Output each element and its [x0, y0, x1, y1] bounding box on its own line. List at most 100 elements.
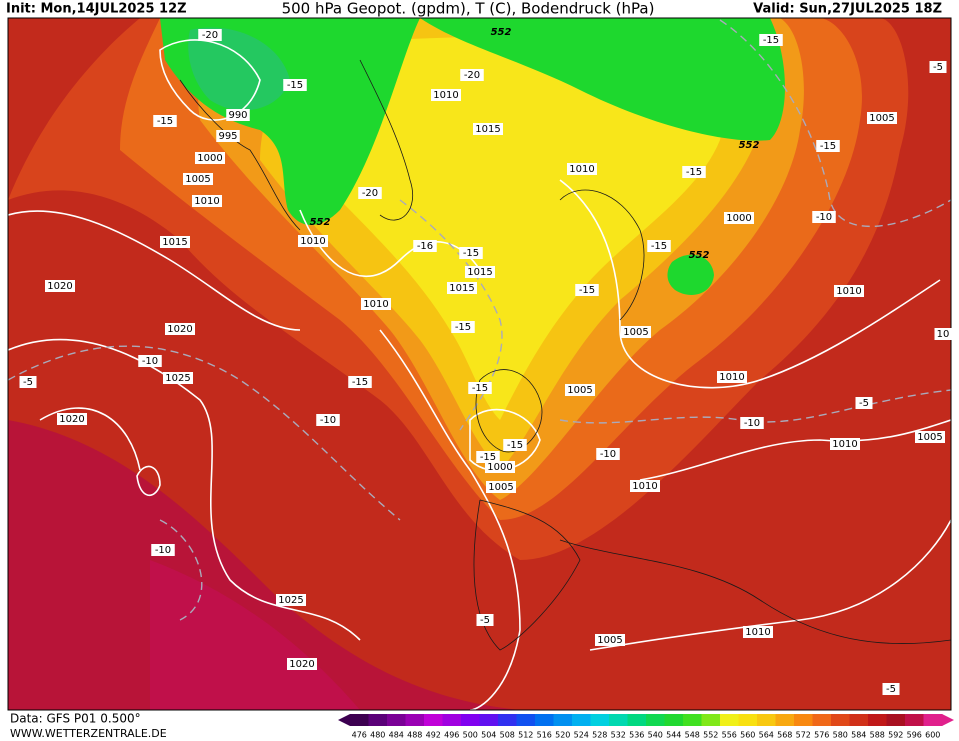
contour-label: 1010 [433, 90, 458, 101]
contour-label-box [759, 34, 783, 46]
contour-label-box [682, 166, 706, 178]
colorbar-cell [479, 714, 499, 726]
contour-label: -15 [157, 116, 173, 127]
colorbar-cell [664, 714, 684, 726]
contour-label-box [358, 187, 382, 199]
colorbar-cell [794, 714, 813, 726]
contour-label: 1005 [185, 174, 210, 185]
colorbar-label: 500 [463, 731, 478, 740]
contour-label: 552 [739, 140, 760, 151]
contour-label: 1005 [597, 635, 622, 646]
contour-label: 1010 [836, 286, 861, 297]
colorbar-label: 536 [629, 731, 644, 740]
map-title: 500 hPa Geopot. (gpdm), T (C), Bodendruc… [282, 0, 655, 18]
contour-label-box [198, 29, 222, 41]
contour-label-box [19, 376, 37, 388]
contour-label-box [740, 417, 764, 429]
contour-label: -5 [23, 377, 33, 388]
contour-label: 1010 [363, 299, 388, 310]
contour-label-box [183, 173, 213, 185]
contour-label: 1010 [745, 627, 770, 638]
contour-label-box [934, 328, 952, 340]
colorbar-cell [923, 714, 943, 726]
colorbar-label: 528 [592, 731, 607, 740]
contour-label: 1015 [467, 267, 492, 278]
colorbar-cell [775, 714, 795, 726]
contour-label: 1005 [917, 432, 942, 443]
contour-label-box [575, 284, 599, 296]
contour-label: -10 [155, 545, 171, 556]
contour-label: 552 [689, 250, 710, 261]
contour-label-box [459, 247, 483, 259]
contour-label-box [630, 480, 660, 492]
contour-label: 1020 [167, 324, 192, 335]
contour-label: -10 [744, 418, 760, 429]
colorbar-cell [424, 714, 443, 726]
contour-label-box [830, 438, 860, 450]
contour-label-box [647, 240, 671, 252]
contour-label-box [476, 451, 500, 463]
contour-label: 10 [937, 329, 950, 340]
contour-label: 1020 [47, 281, 72, 292]
contour-label: -15 [287, 80, 303, 91]
contour-label-box [316, 414, 340, 426]
contour-label-box [298, 235, 328, 247]
contour-label-box [743, 626, 773, 638]
contour-label-box [621, 326, 651, 338]
colorbar-cell [442, 714, 462, 726]
map-frame [7, 17, 952, 711]
contour-label-box [596, 448, 620, 460]
contour-label: -15 [480, 452, 496, 463]
colorbar-label: 576 [814, 731, 829, 740]
contour-label-box [465, 266, 495, 278]
data-source: Data: GFS P01 0.500° [10, 712, 141, 726]
contour-label: -15 [651, 241, 667, 252]
contour-label: -5 [859, 398, 869, 409]
contour-label-box [855, 397, 873, 409]
contour-label-box [276, 594, 306, 606]
colorbar-cell [535, 714, 554, 726]
contour-label: 1010 [569, 164, 594, 175]
contour-label: 1010 [832, 439, 857, 450]
contour-label-box [138, 355, 162, 367]
contour-label: 1010 [300, 236, 325, 247]
contour-label-box [287, 658, 317, 670]
colorbar-label: 532 [611, 731, 626, 740]
colorbar-label: 592 [888, 731, 903, 740]
contour-label-box [595, 634, 625, 646]
colorbar-label: 572 [796, 731, 811, 740]
contour-label-box [724, 212, 754, 224]
site-label: WWW.WETTERZENTRALE.DE [10, 727, 167, 740]
contour-label-box [812, 211, 836, 223]
colorbar-label: 544 [666, 731, 681, 740]
colorbar-label: 596 [907, 731, 922, 740]
contour-label: -15 [472, 383, 488, 394]
contour-label-box [447, 282, 477, 294]
contour-label-box [503, 439, 527, 451]
contour-label-box [226, 109, 250, 121]
contour-label: -5 [480, 615, 490, 626]
colorbar-label: 476 [352, 731, 367, 740]
contour-label-box [717, 371, 747, 383]
colorbar-label: 556 [722, 731, 737, 740]
contour-label-box [486, 481, 516, 493]
contour-label: 1005 [567, 385, 592, 396]
colorbar-cell [405, 714, 425, 726]
contour-label: -10 [816, 212, 832, 223]
contour-label-box [460, 69, 484, 81]
contour-label: 1025 [278, 595, 303, 606]
contour-label: -10 [142, 356, 158, 367]
contour-label-box [451, 321, 475, 333]
colorbar-label: 520 [555, 731, 570, 740]
colorbar-label: 516 [537, 731, 552, 740]
colorbar-label: 508 [500, 731, 515, 740]
colorbar-label: 568 [777, 731, 792, 740]
colorbar-label: 524 [574, 731, 589, 740]
contour-label-box [192, 195, 222, 207]
contour-label-box [361, 298, 391, 310]
contour-label: -15 [820, 141, 836, 152]
contour-label: 1000 [487, 462, 512, 473]
contour-label-box [431, 89, 461, 101]
contour-label: -20 [202, 30, 218, 41]
contour-label-box [882, 683, 900, 695]
